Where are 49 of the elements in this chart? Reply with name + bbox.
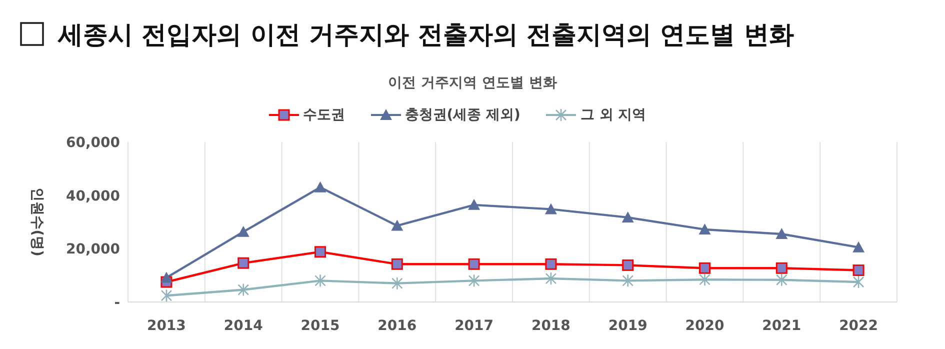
y-tick-label: 60,000 — [66, 134, 120, 151]
point — [622, 274, 634, 288]
point — [468, 274, 480, 288]
point — [699, 272, 710, 286]
x-tick-label: 2014 — [224, 318, 264, 334]
x-tick-label: 2015 — [300, 318, 340, 334]
point — [852, 241, 865, 252]
point — [160, 272, 172, 283]
point — [852, 264, 864, 276]
point — [545, 272, 557, 286]
y-tick-label: 20,000 — [66, 242, 120, 258]
x-tick-label: 2018 — [531, 318, 570, 334]
point — [776, 273, 788, 287]
legend-label: 수도권 — [302, 106, 345, 124]
chart-subtitle: 이전 거주지역 연도별 변화 — [387, 74, 558, 93]
x-tick-label: 2020 — [685, 318, 724, 334]
point — [392, 276, 403, 290]
point — [238, 283, 249, 296]
x-tick-label: 2022 — [839, 318, 878, 334]
point — [545, 258, 557, 270]
y-tick-label: 40,000 — [66, 188, 120, 204]
y-tick-label: - — [114, 294, 120, 311]
x-tick-label: 2021 — [762, 318, 802, 334]
point — [314, 181, 326, 192]
point — [544, 203, 557, 214]
point — [776, 228, 788, 239]
point — [391, 258, 403, 270]
point — [852, 275, 864, 289]
legend-label: 그 외 지역 — [579, 106, 646, 124]
point — [622, 211, 634, 222]
point — [468, 258, 480, 270]
point — [468, 198, 480, 210]
chart-title: 세종시 전입자의 이전 거주지와 전출자의 전출지역의 연도별 변화 — [58, 18, 794, 50]
point — [314, 274, 326, 288]
point — [699, 262, 710, 274]
point — [238, 257, 250, 269]
x-tick-label: 2017 — [454, 318, 494, 334]
x-tick-label: 2019 — [608, 318, 648, 334]
legend-label: 충청권(세종 제외) — [404, 106, 520, 124]
point — [237, 226, 250, 237]
point — [391, 220, 404, 231]
point — [776, 262, 788, 274]
point — [622, 259, 634, 271]
point — [314, 246, 326, 258]
point — [698, 223, 711, 234]
x-tick-label: 2013 — [146, 318, 186, 334]
x-tick-label: 2016 — [378, 318, 417, 334]
y-axis-title: 인원수(명) — [29, 188, 46, 256]
point — [160, 288, 172, 302]
